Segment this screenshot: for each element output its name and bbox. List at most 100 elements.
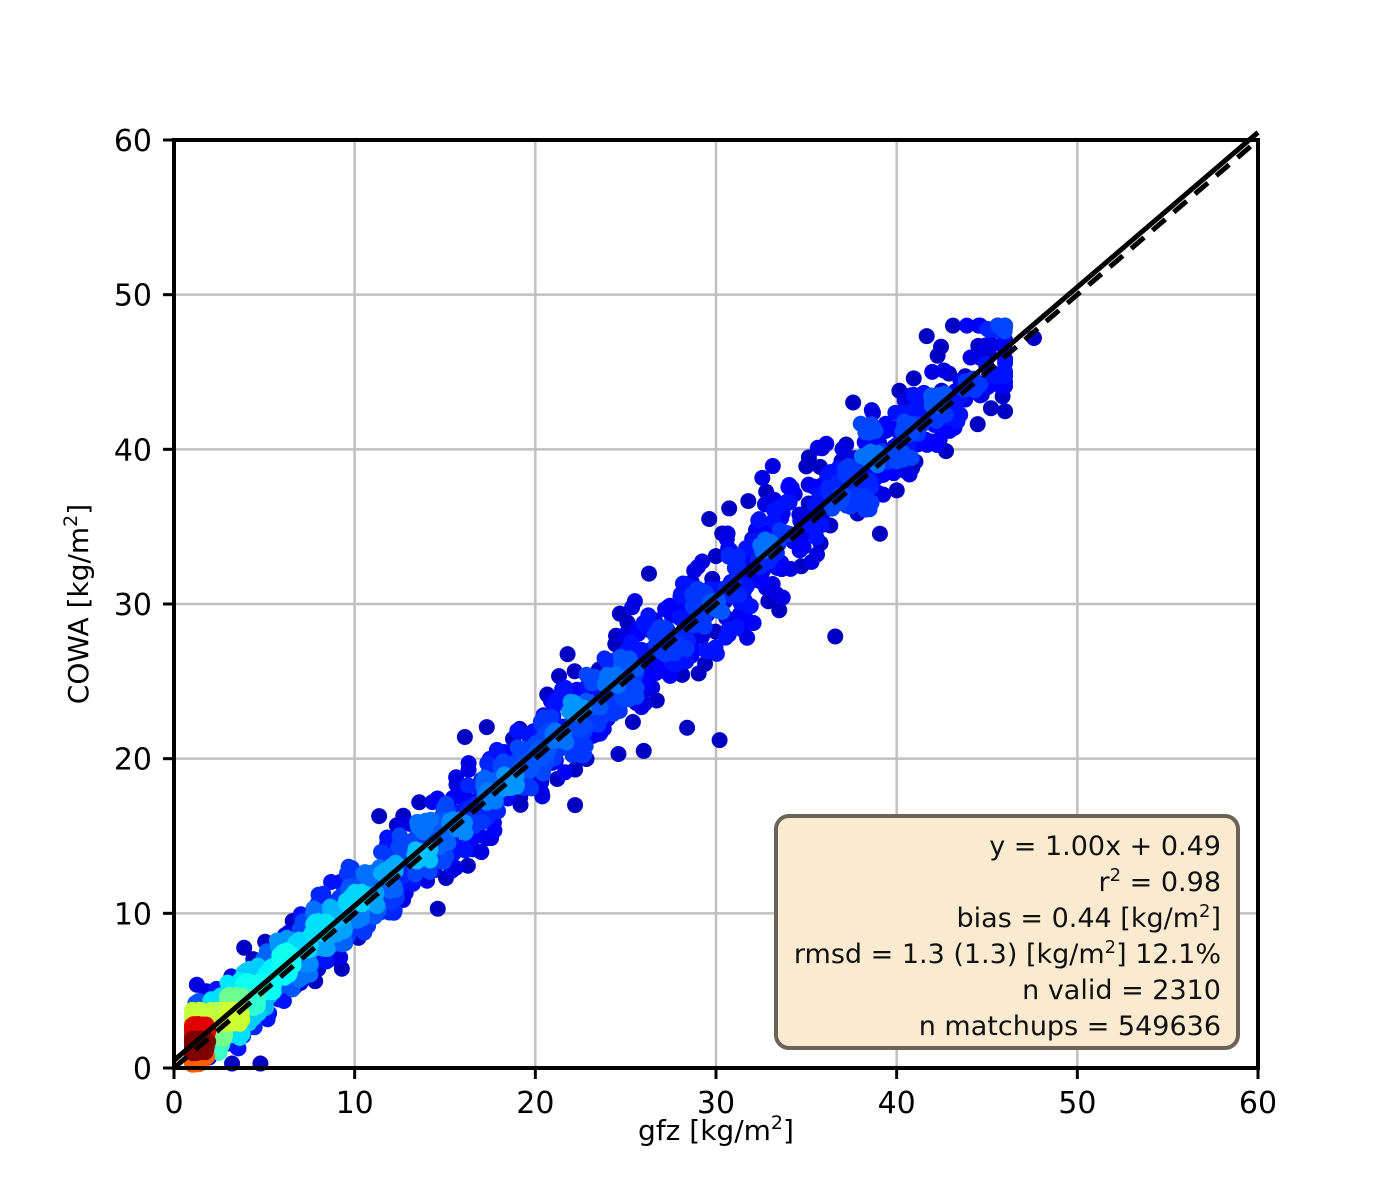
scatter-point [935, 362, 952, 379]
scatter-point [672, 586, 689, 603]
y-tick-label: 60 [114, 124, 152, 159]
scatter-point [447, 859, 464, 876]
statistics-line-nmatchups: n matchups = 549636 [919, 1011, 1221, 1042]
scatter-point [997, 367, 1014, 384]
scatter-point [635, 742, 652, 759]
scatter-point [806, 518, 823, 535]
scatter-point [721, 500, 738, 517]
scatter-point [871, 525, 888, 542]
scatter-point [795, 538, 812, 555]
scatter-point [928, 412, 945, 429]
scatter-point [997, 354, 1014, 371]
scatter-point [438, 795, 455, 812]
scatter-point [949, 413, 966, 430]
scatter-point [827, 628, 844, 645]
y-tick-label: 50 [114, 279, 152, 314]
scatter-point [322, 898, 339, 915]
scatter-point [599, 666, 616, 683]
x-tick-label: 20 [516, 1086, 554, 1121]
scatter-point [707, 548, 724, 565]
scatter-point [339, 865, 356, 882]
scatter-point [982, 400, 999, 417]
scatter-point [996, 323, 1013, 340]
scatter-point [741, 613, 757, 630]
y-tick-label: 10 [114, 897, 152, 932]
scatter-point [728, 619, 745, 636]
scatter-point [556, 764, 573, 781]
scatter-point [803, 553, 820, 570]
scatter-point [567, 797, 584, 814]
scatter-point [459, 857, 476, 874]
scatter-point [814, 440, 831, 457]
scatter-point [583, 675, 600, 692]
scatter-point [730, 557, 747, 574]
scatter-point [764, 458, 781, 475]
scatter-point [551, 668, 568, 685]
statistics-line-r2: r2 = 0.98 [1099, 865, 1221, 899]
scatter-point [599, 652, 616, 669]
scatter-point [720, 546, 737, 563]
scatter-point [769, 499, 786, 516]
scatter-point [905, 370, 922, 387]
scatter-point [310, 886, 327, 903]
scatter-point [997, 403, 1014, 420]
scatter-point [780, 479, 797, 496]
scatter-point [411, 794, 428, 811]
scatter-point [316, 940, 333, 957]
scatter-point [574, 747, 591, 764]
scatter-point [918, 328, 935, 345]
scatter-point [771, 522, 788, 539]
scatter-point [711, 732, 728, 749]
scatter-point [648, 664, 665, 681]
scatter-point [506, 773, 523, 790]
scatter-point [750, 512, 767, 529]
scatter-point [678, 640, 695, 657]
scatter-point [486, 822, 503, 839]
scatter-point [236, 939, 253, 956]
x-tick-label: 30 [697, 1086, 735, 1121]
scatter-point [836, 460, 853, 477]
scatter-point [624, 599, 641, 616]
scatter-point [701, 511, 718, 528]
statistics-box-background [774, 814, 1240, 1050]
scatter-point [371, 808, 388, 825]
scatter-point [972, 376, 989, 393]
scatter-point [274, 948, 291, 965]
scatter-point [824, 500, 841, 517]
scatter-point [628, 688, 645, 705]
statistics-line-rmsd: rmsd = 1.3 (1.3) [kg/m2] 12.1% [794, 937, 1221, 971]
scatter-point [479, 755, 496, 772]
x-tick-label: 50 [1058, 1086, 1096, 1121]
scatter-point [610, 746, 627, 763]
scatter-point [623, 636, 640, 653]
scatter-point [509, 722, 526, 739]
scatter-point [857, 501, 874, 518]
scatter-point [429, 900, 446, 917]
scatter-point [919, 436, 936, 453]
scatter-point [905, 386, 922, 403]
y-tick-label: 0 [133, 1052, 152, 1087]
scatter-point [754, 572, 771, 589]
scatter-point [646, 626, 663, 643]
scatter-point [714, 603, 731, 620]
scatter-point [612, 648, 629, 665]
scatter-point [820, 480, 837, 496]
scatter-point [740, 493, 757, 510]
statistics-line-bias: bias = 0.44 [kg/m2] [957, 901, 1221, 935]
scatter-point [894, 451, 911, 468]
statistics-line-fit: y = 1.00x + 0.49 [989, 831, 1221, 862]
statistics-line-nvalid: n valid = 2310 [1022, 975, 1221, 1006]
scatter-point [554, 681, 571, 698]
scatter-point [717, 629, 734, 646]
scatter-point [958, 317, 975, 334]
scatter-point [478, 719, 495, 736]
scatter-point [863, 402, 880, 419]
scatter-point [944, 317, 961, 334]
x-tick-label: 40 [878, 1086, 916, 1121]
scatter-point [391, 827, 408, 844]
scatter-point [757, 533, 774, 550]
scatter-point [512, 796, 529, 813]
y-tick-label: 20 [114, 743, 152, 778]
